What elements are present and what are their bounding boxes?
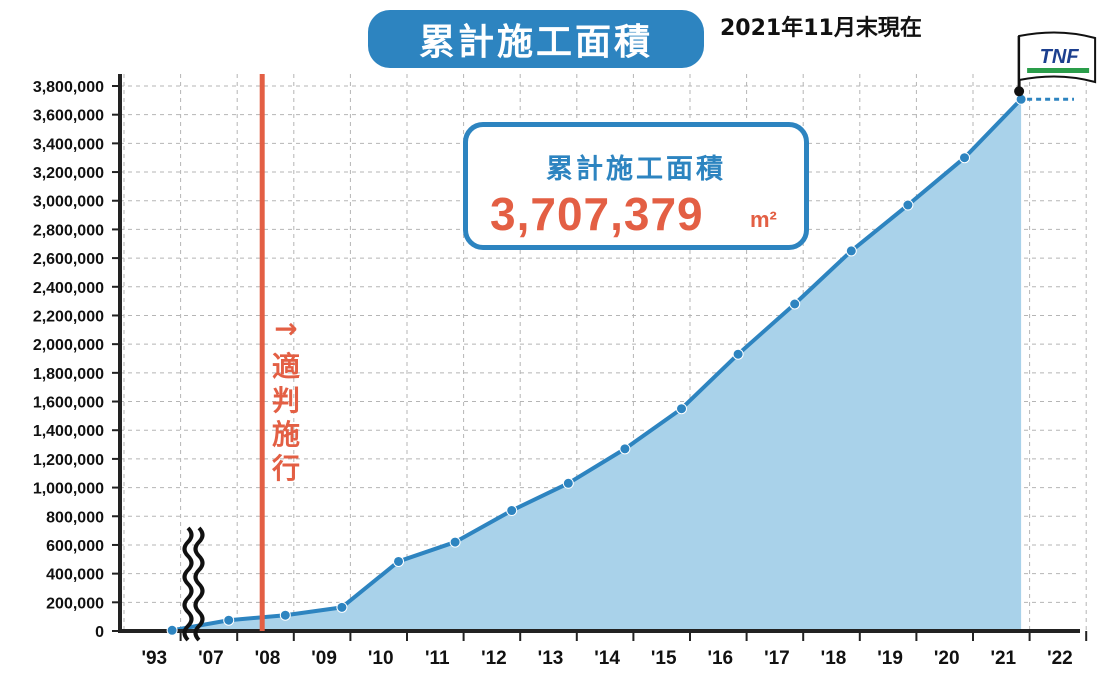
y-tick-label: 600,000 [46, 538, 104, 555]
chart-annotations: TNF [182, 31, 1097, 642]
y-tick-label: 200,000 [46, 595, 104, 612]
data-point [902, 199, 914, 211]
x-tick-label: '15 [651, 648, 677, 669]
callout-unit: m² [750, 207, 777, 232]
y-tick-label: 3,400,000 [33, 136, 104, 153]
data-point [619, 443, 631, 455]
axis-break-icon [182, 526, 194, 642]
data-point [959, 152, 971, 164]
x-axis-ticks: '93 '07 '08 '09 '10 '11 '12 '13 '14 '15 '16 '17 '18 '… [141, 631, 1088, 669]
y-tick-label: 1,400,000 [33, 423, 104, 440]
data-point [506, 505, 518, 517]
series-line [171, 97, 1023, 633]
data-point [789, 298, 801, 310]
y-tick-label: 1,600,000 [33, 395, 104, 412]
x-tick-label: '20 [934, 648, 960, 669]
x-tick-label: '16 [707, 648, 733, 669]
x-tick-label: '17 [764, 648, 790, 669]
axes [118, 74, 1080, 633]
y-tick-label: 2,400,000 [33, 280, 104, 297]
area-fill [172, 99, 1022, 631]
x-tick-label: '12 [481, 648, 507, 669]
data-point [676, 403, 688, 415]
x-tick-label: '10 [368, 648, 394, 669]
data-point [393, 555, 405, 567]
arrow-right-icon: → [274, 312, 298, 345]
flag-green-stripe [1027, 68, 1090, 73]
y-tick-label: 3,800,000 [33, 79, 104, 96]
callout-value: 3,707,379 [490, 188, 704, 240]
y-tick-label: 2,000,000 [33, 337, 104, 354]
area-layer [171, 97, 1023, 633]
x-tick-label: '21 [990, 648, 1016, 669]
x-tick-label: '08 [255, 648, 281, 669]
y-tick-label: 2,200,000 [33, 308, 104, 325]
x-tick-label: '14 [594, 648, 620, 669]
data-point [223, 614, 235, 626]
y-tick-label: 800,000 [46, 509, 104, 526]
y-tick-label: 0 [95, 624, 104, 641]
y-tick-label: 1,800,000 [33, 366, 104, 383]
data-point [279, 609, 291, 621]
x-tick-label: '13 [538, 648, 564, 669]
as-of-date: 2021年11月末現在 [720, 16, 922, 41]
y-tick-label: 3,000,000 [33, 194, 104, 211]
y-axis-ticks: 0 200,000 400,000 600,000 800,000 1,000,000 1,… [33, 79, 120, 641]
x-tick-label: '19 [877, 648, 903, 669]
x-tick-label: '09 [311, 648, 337, 669]
y-tick-label: 2,800,000 [33, 222, 104, 239]
data-point [449, 536, 461, 548]
data-point [845, 245, 857, 257]
data-points [166, 93, 1027, 636]
data-point [562, 477, 574, 489]
y-tick-label: 1,000,000 [33, 481, 104, 498]
flag-pole-base [1014, 86, 1025, 97]
y-tick-label: 3,200,000 [33, 165, 104, 182]
data-point [732, 348, 744, 360]
data-point [166, 624, 178, 636]
y-tick-label: 3,600,000 [33, 108, 104, 125]
axis-break-icon [193, 526, 205, 642]
data-point [336, 601, 348, 613]
total-callout-box: 累計施工面積 3,707,379 m² [463, 122, 809, 250]
x-tick-label: '11 [425, 648, 450, 669]
law-label-text: 適判施行 [271, 350, 300, 485]
y-tick-label: 400,000 [46, 567, 104, 584]
law-enforcement-label: → 適判施行 [271, 312, 301, 486]
x-tick-label: '18 [821, 648, 847, 669]
callout-title: 累計施工面積 [546, 154, 726, 185]
chart-title: 累計施工面積 [368, 10, 704, 68]
y-tick-label: 2,600,000 [33, 251, 104, 268]
x-tick-label: '93 [141, 648, 167, 669]
y-tick-label: 1,200,000 [33, 452, 104, 469]
x-tick-label: '07 [198, 648, 224, 669]
x-tick-label: '22 [1047, 648, 1073, 669]
tnf-logo: TNF [1040, 46, 1080, 68]
